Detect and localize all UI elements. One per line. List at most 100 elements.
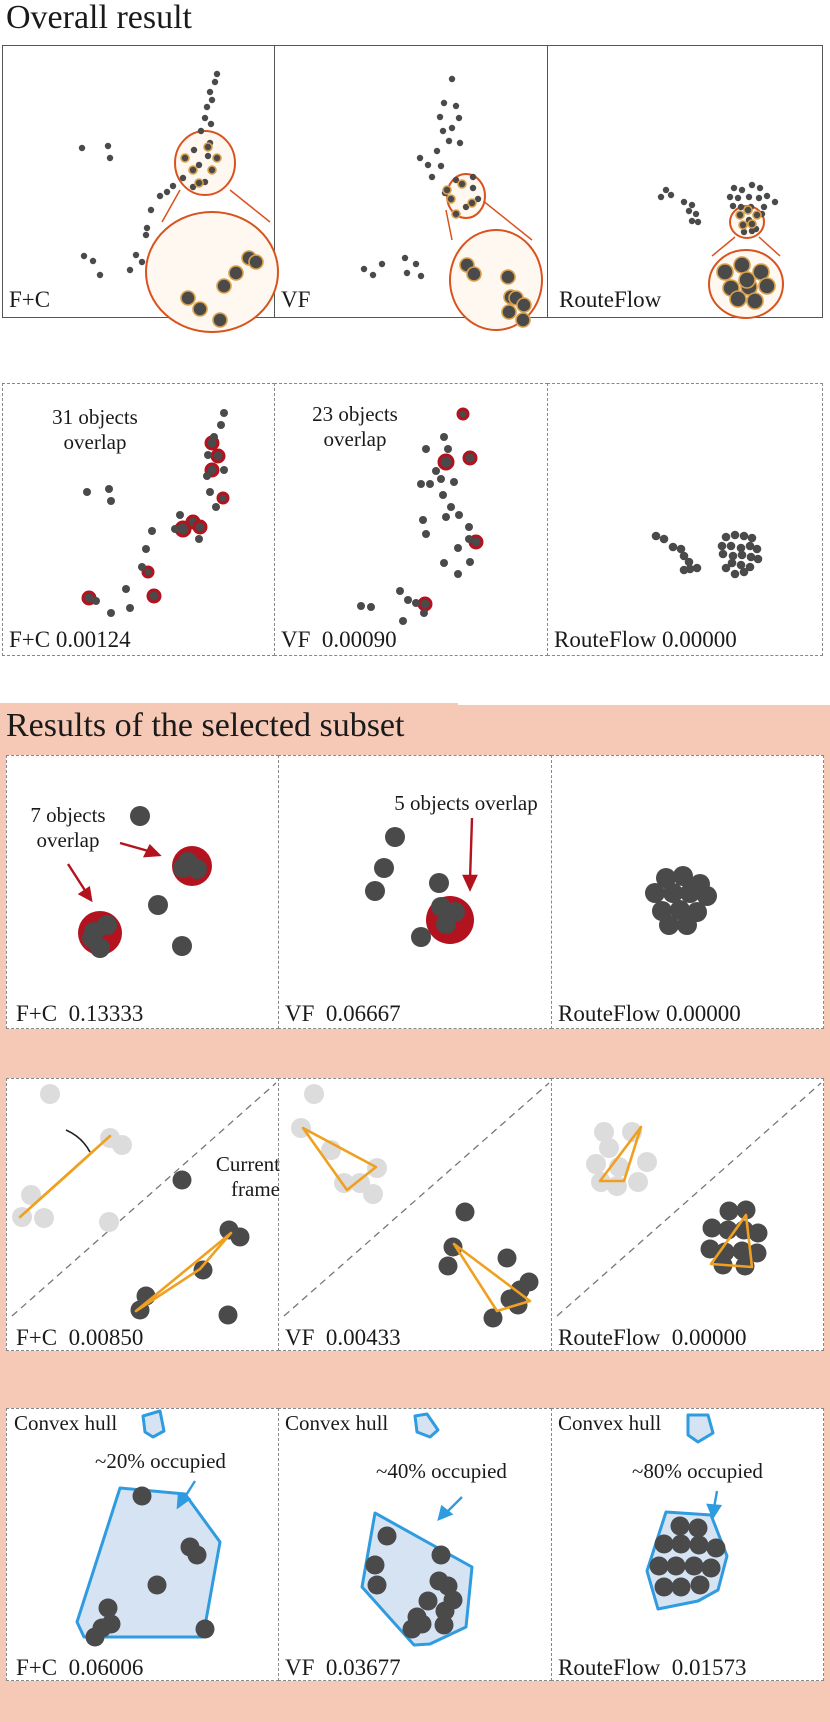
scatter-dot	[417, 480, 425, 488]
scatter-dot	[515, 312, 531, 328]
scatter-dot	[207, 165, 217, 175]
arrow-head-occ-routeflow	[706, 1503, 723, 1520]
magnifier-small-fc	[174, 130, 236, 196]
scatter-dot	[701, 1558, 721, 1578]
scatter-dot	[212, 153, 222, 163]
arrow-head-occ-fc	[176, 1492, 192, 1510]
scatter-dot	[435, 1601, 455, 1621]
scatter-dot	[736, 543, 746, 553]
arrow-head-vf	[462, 874, 478, 892]
scatter-dot	[197, 127, 205, 135]
convex-hull-icon-routeflow	[686, 1413, 715, 1444]
scatter-dot	[437, 475, 445, 483]
scatter-dot	[467, 198, 477, 208]
scatter-dot	[365, 1555, 385, 1575]
scatter-dot	[673, 866, 693, 886]
scatter-dot	[685, 207, 693, 215]
scatter-dot	[455, 114, 463, 122]
scatter-dot	[190, 146, 198, 154]
scatter-dot	[179, 174, 187, 182]
scatter-dot	[90, 938, 110, 958]
scatter-dot	[122, 585, 130, 593]
scatter-dot	[98, 1598, 118, 1618]
scatter-dot	[726, 193, 734, 201]
scatter-dot	[195, 161, 203, 169]
scatter-dot	[755, 194, 763, 202]
scatter-dot	[171, 525, 179, 533]
overall-result-title: Overall result	[6, 0, 192, 36]
scatter-dot	[378, 260, 386, 268]
scatter-dot	[732, 1241, 752, 1261]
scatter-dot	[419, 516, 427, 524]
scatter-dot	[438, 1256, 458, 1276]
scatter-dot	[688, 1518, 708, 1538]
scatter-dot	[519, 1272, 539, 1292]
scatter-dot	[667, 191, 675, 199]
scatter-dot	[212, 312, 228, 328]
scatter-dot	[718, 549, 728, 559]
scatter-dot	[377, 1526, 397, 1546]
frame-divider-routeflow	[556, 1082, 822, 1317]
scatter-dot	[396, 587, 404, 595]
scatter-dot	[228, 265, 244, 281]
scatter-dot	[738, 271, 756, 289]
scatter-dot	[690, 1575, 710, 1595]
scatter-dot	[688, 217, 696, 225]
scatter-dot	[670, 900, 690, 920]
scatter-dot	[80, 252, 88, 260]
scatter-dot	[403, 269, 411, 277]
scatter-dot	[436, 113, 444, 121]
scatter-dot	[671, 1534, 691, 1554]
scatter-dot	[679, 565, 689, 575]
triangle-current-fc	[134, 1231, 233, 1313]
scatter-dot	[147, 1575, 167, 1595]
scatter-dot	[466, 266, 482, 282]
scatter-dot	[752, 544, 762, 554]
scatter-dot	[452, 176, 460, 184]
convex-hull-label-vf: Convex hull	[285, 1411, 389, 1435]
scatter-dot	[216, 278, 232, 294]
scatter-dot	[107, 609, 115, 617]
scatter-dot	[688, 201, 696, 209]
scatter-dot	[437, 162, 445, 170]
triangle-prev-fc	[18, 1134, 112, 1219]
scatter-dot	[411, 927, 431, 947]
scatter-dot	[455, 1202, 475, 1222]
arrow-head-occ-vf	[437, 1504, 454, 1522]
subset-stability-routeflow-panel	[551, 1078, 824, 1351]
scatter-dot	[169, 182, 177, 190]
scatter-dot	[89, 257, 97, 265]
scatter-dot	[466, 558, 474, 566]
scatter-dot	[760, 203, 768, 211]
overlap-routeflow-panel	[547, 383, 823, 656]
scatter-dot	[719, 1201, 739, 1221]
scatter-dot	[163, 188, 171, 196]
scatter-dot	[440, 99, 448, 107]
scatter-dot	[220, 409, 228, 417]
scatter-dot	[213, 70, 221, 78]
scatter-dot	[445, 137, 453, 145]
scatter-dot	[173, 858, 193, 878]
scatter-dot	[746, 292, 764, 310]
scatter-dot	[101, 1614, 121, 1634]
scatter-dot	[105, 485, 113, 493]
overlap-fc-score: F+C 0.00124	[9, 627, 131, 652]
scatter-dot	[668, 542, 678, 552]
scatter-dot	[217, 421, 225, 429]
scatter-dot	[738, 220, 748, 230]
scatter-dot	[138, 563, 146, 571]
scatter-dot	[735, 210, 745, 220]
scatter-dot	[203, 103, 211, 111]
scatter-dot	[657, 193, 665, 201]
scatter-dot	[717, 541, 727, 551]
frame-divider-fc	[11, 1082, 277, 1317]
arrow-head-fc-1	[142, 843, 162, 858]
scatter-dot	[659, 534, 669, 544]
scatter-dot	[753, 554, 763, 564]
occupied-fc: ~20% occupied	[95, 1449, 226, 1473]
scatter-dot	[727, 558, 737, 568]
scatter-dot	[84, 922, 104, 942]
overlap-vf-panel	[274, 383, 548, 656]
scatter-dot	[676, 544, 686, 554]
scatter-dot	[721, 563, 731, 573]
